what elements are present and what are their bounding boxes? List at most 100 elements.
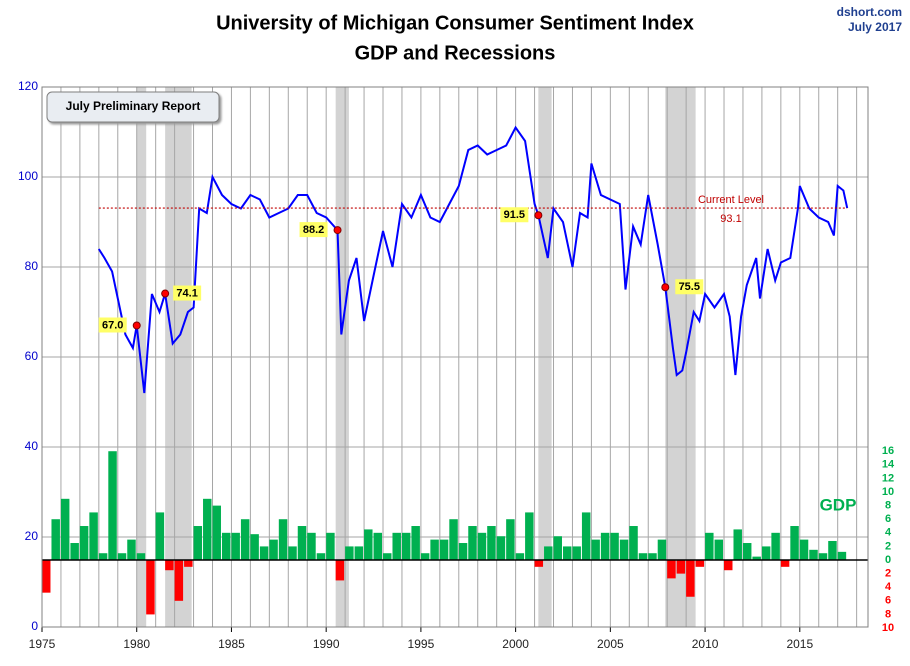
gdp-bar [629,526,638,561]
gdp-bar [534,560,544,567]
gdp-bar [297,526,307,561]
gdp-bar [155,512,165,561]
gdp-bar [439,539,449,561]
gdp-bar [562,546,572,561]
annotation-box [299,222,328,238]
y-tick-label: 40 [25,439,39,453]
annotation-label: 74.1 [176,287,197,299]
gdp-bar [335,560,345,581]
gdp-bar [724,560,733,571]
chart-title: University of Michigan Consumer Sentimen… [216,12,694,34]
gdp-bar [326,532,335,561]
gdp-bar [506,519,515,561]
report-label: July Preliminary Report [66,99,201,113]
y2-tick-label: 10 [882,486,894,498]
gdp-bar [676,560,686,574]
y-tick-label: 100 [18,169,38,183]
gdp-bar [127,539,136,561]
gdp-bar [212,505,221,561]
gdp-bar [809,549,818,561]
x-tick-label: 2000 [502,637,529,651]
gdp-bar [193,526,203,561]
x-tick-label: 1985 [218,637,245,651]
gdp-bar [648,553,657,561]
gdp-bar [307,532,316,561]
gdp-bar [742,543,752,561]
gdp-bar [108,451,117,561]
gdp-bar [136,553,146,561]
report-box [46,91,220,123]
gdp-bar [657,539,667,561]
gdp-bar [42,560,51,593]
y2-tick-label: 2 [885,540,891,552]
gdp-bar [231,532,240,561]
gdp-bar [98,553,108,561]
gdp-bar [818,553,828,561]
y-tick-label: 120 [18,79,38,93]
chart-subtitle: GDP and Recessions [355,42,556,64]
current-level-label: Current Level [698,194,764,206]
gdp-bar [203,498,212,561]
gdp-bar [364,529,373,561]
y2-tick-label: 0 [885,554,891,566]
date: July 2017 [848,20,902,34]
current-level-value: 93.1 [720,213,741,225]
annotation-box [98,317,127,333]
gdp-bar [184,560,193,567]
gdp-bar [610,532,619,561]
gdp-bar [553,536,562,561]
gdp-bar [544,546,553,561]
gdp-bar [828,540,837,561]
annotation-label: 67.0 [102,319,123,331]
annotation-point [661,283,670,292]
x-tick-label: 1995 [408,637,435,651]
gdp-bar [477,532,487,561]
gdp-bar [411,526,420,561]
gdp-bar [420,553,430,561]
gdp-bar [581,512,591,561]
annotation-point [161,289,170,298]
annotation-point [132,321,141,330]
annotation-label: 75.5 [679,281,700,293]
gdp-bar [525,512,534,561]
gdp-bar [288,546,297,561]
series-label: GDP [820,495,857,514]
x-tick-label: 1990 [313,637,340,651]
x-tick-label: 2015 [786,637,813,651]
y2-tick-label: 10 [882,622,894,634]
gdp-bar [733,529,742,561]
gdp-bar [401,532,411,561]
sentiment-line [97,125,849,394]
y-tick-label: 60 [25,349,39,363]
gdp-bar [383,553,392,561]
gdp-bar [240,519,250,561]
x-tick-label: 1975 [29,637,56,651]
gdp-bar [345,546,354,561]
annotation-box [173,285,202,301]
gdp-bar [165,560,174,571]
gdp-bar [468,526,477,561]
gdp-bar [799,539,809,561]
gdp-bar [714,539,724,561]
gdp-bar [174,560,184,601]
y2-tick-label: 16 [882,445,894,457]
y2-tick-label: 12 [882,472,894,484]
gdp-bar [790,526,799,561]
gdp-bar [449,519,458,561]
annotation-point [534,211,543,220]
y-tick-label: 20 [25,529,39,543]
gdp-bar [496,536,506,561]
y2-tick-label: 8 [885,608,891,620]
gdp-bar [458,543,468,561]
gdp-bar [146,560,155,615]
y2-tick-label: 6 [885,595,891,607]
x-tick-label: 1980 [123,637,150,651]
plot-border [41,86,869,628]
gdp-bar [600,532,610,561]
gdp-bar [430,539,439,561]
gdp-bar [780,560,790,567]
x-tick-label: 2005 [597,637,624,651]
y2-tick-label: 4 [885,581,892,593]
gdp-bar [79,526,89,561]
